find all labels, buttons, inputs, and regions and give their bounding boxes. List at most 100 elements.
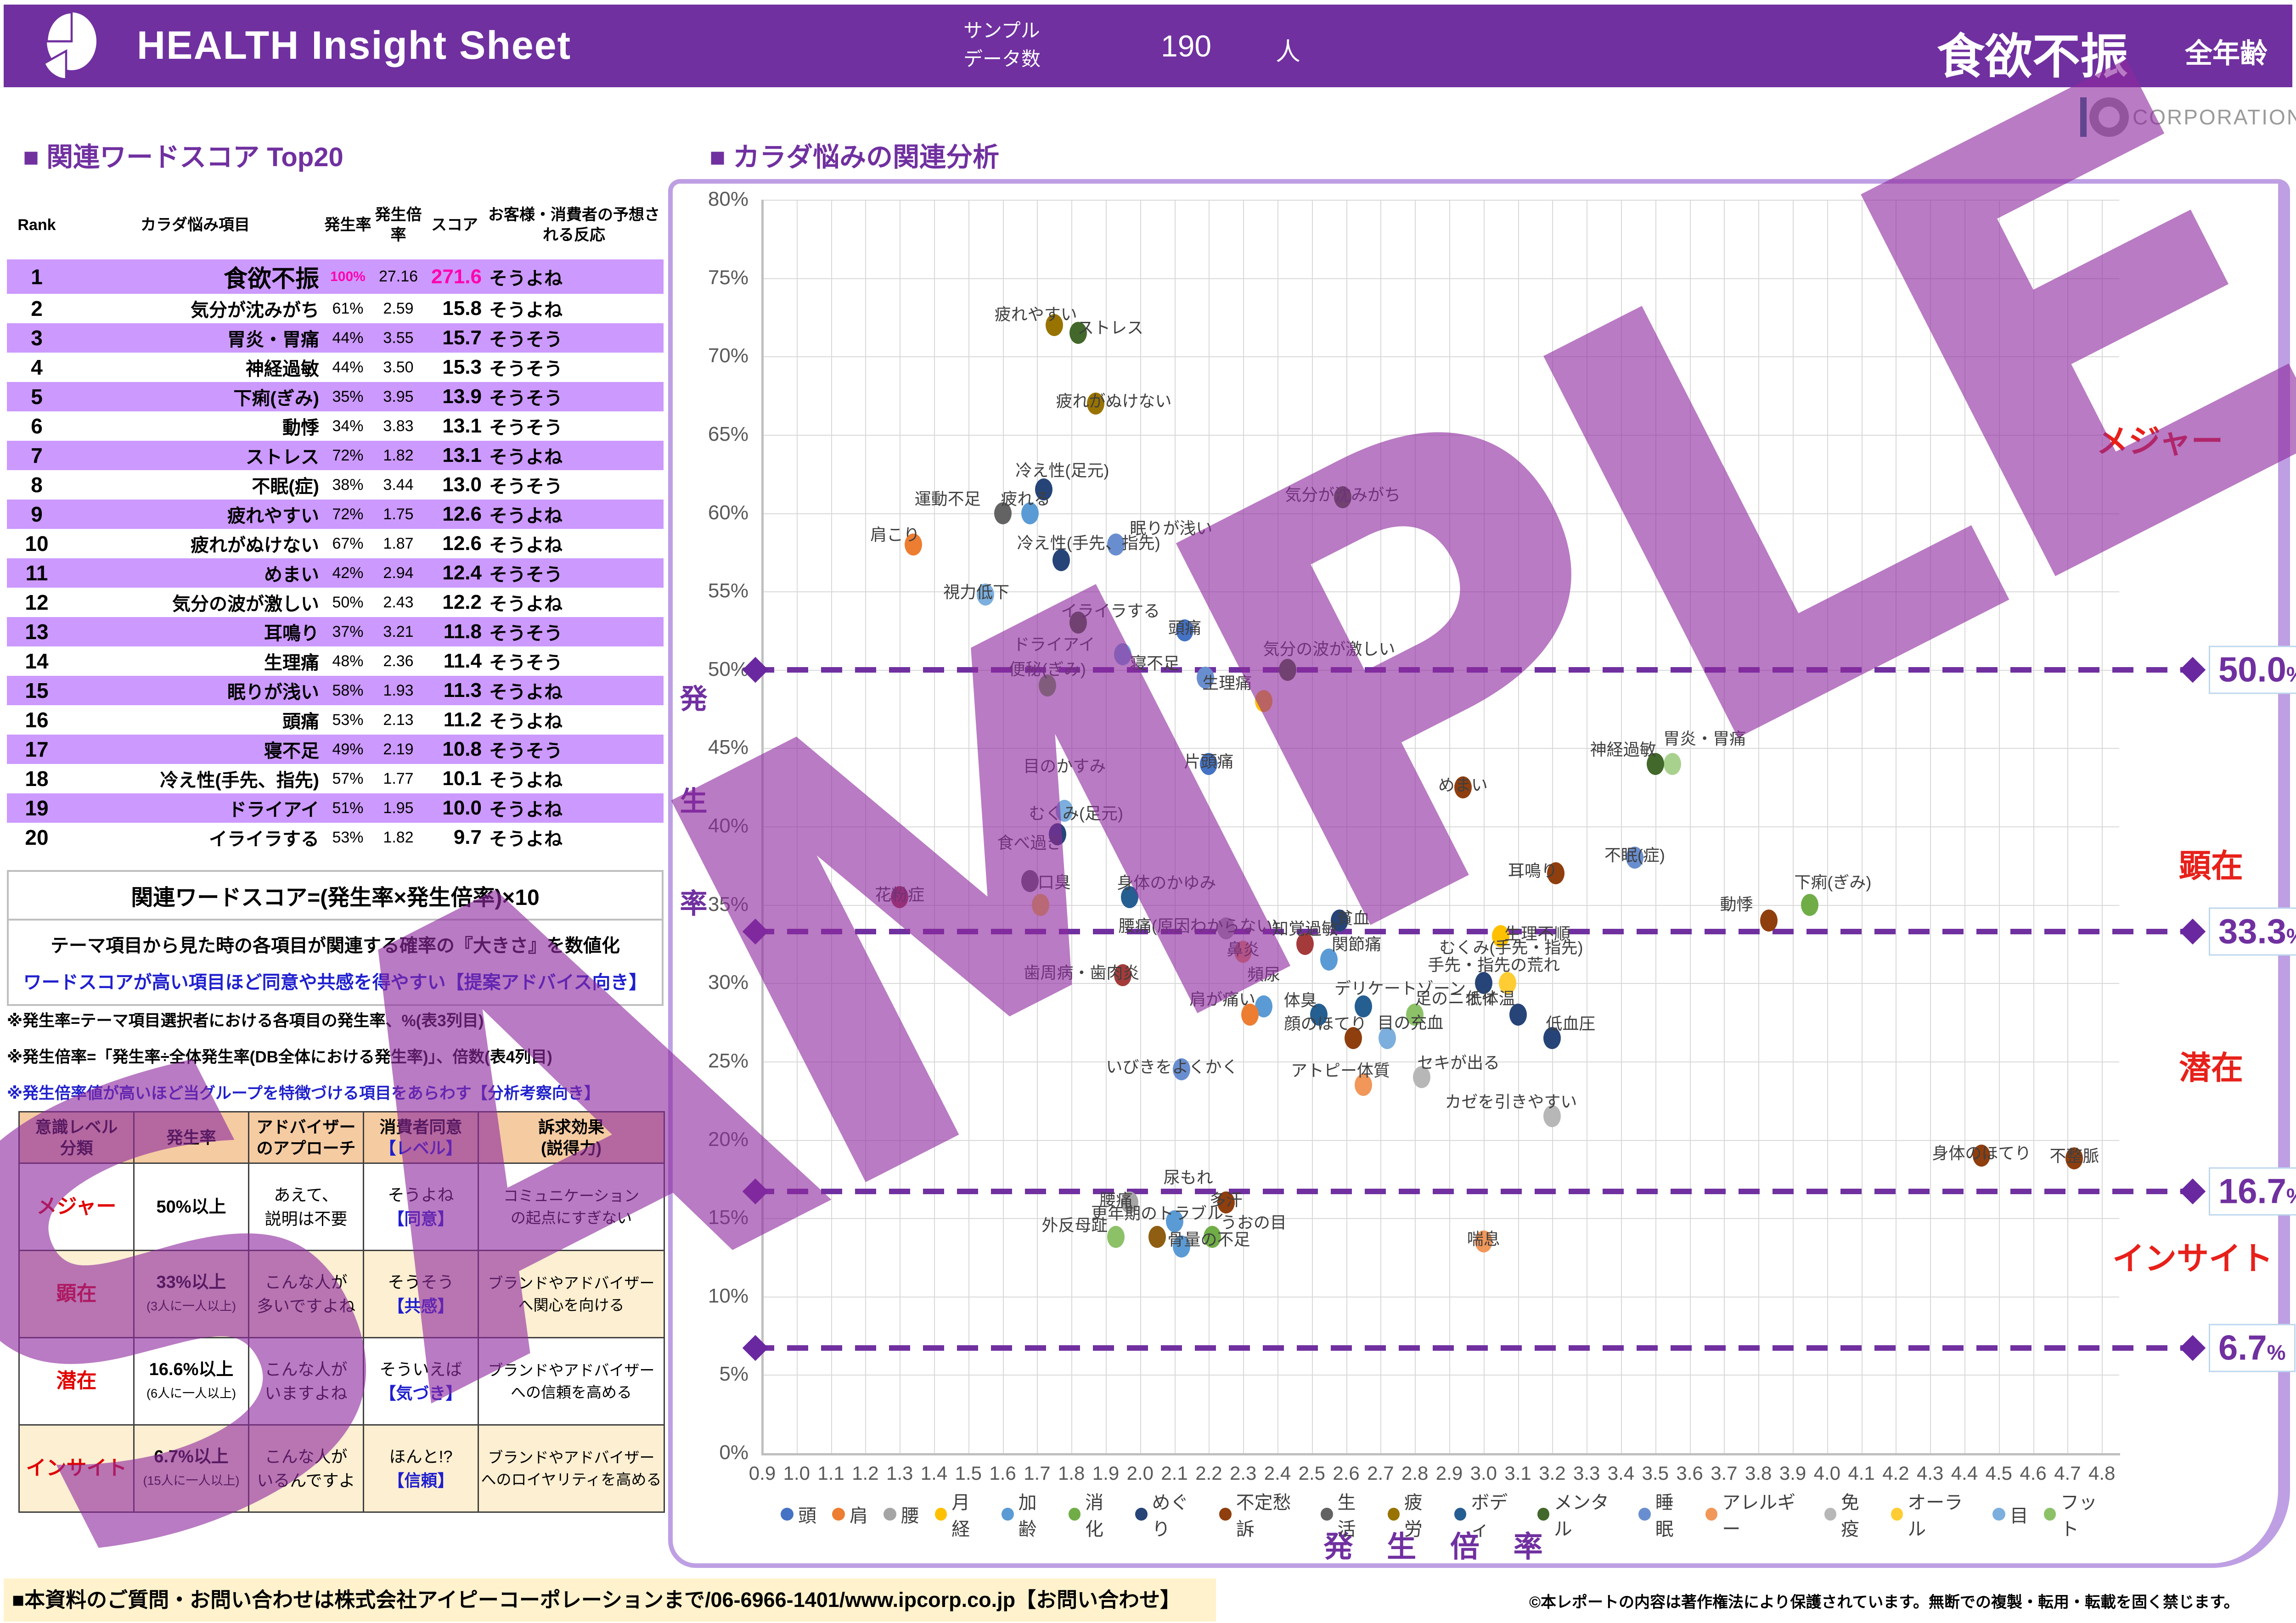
level-agree-line: ほんと!? (389, 1447, 453, 1466)
data-point (1279, 658, 1297, 681)
cell-rate: 53% (332, 828, 364, 846)
data-point-label: 身体のほてり (1932, 1143, 2032, 1162)
data-point-label: 肩こり (870, 525, 920, 544)
cell-ratio: 1.82 (383, 446, 414, 464)
cell-score: 10.8 (442, 738, 482, 760)
x-tick-label: 4.1 (1848, 1462, 1875, 1484)
level-agree-line: そうそう (388, 1272, 454, 1292)
col-header-rank: Rank (17, 216, 56, 234)
level-col-header: アドバイザー のアプローチ (248, 1111, 364, 1164)
x-tick-label: 1.0 (783, 1462, 810, 1484)
data-point-label: 多汗 (1209, 1191, 1243, 1209)
legend-dot-icon (1219, 1508, 1232, 1521)
x-tick-label: 0.9 (748, 1462, 776, 1484)
data-point-label: 片頭痛 (1184, 752, 1234, 771)
data-point (1646, 753, 1664, 775)
data-point-label: 神経過敏 (1590, 740, 1656, 759)
zone-label: 顕在 (2179, 848, 2243, 884)
table-row: 13 耳鳴り 37% 3.21 11.8 そうそう (7, 617, 664, 646)
x-tick-label: 4.6 (2020, 1462, 2047, 1484)
gridline-horizontal (762, 434, 2120, 436)
data-point (1626, 847, 1643, 869)
cell-rate: 38% (332, 476, 364, 494)
data-point (1413, 1066, 1431, 1088)
y-tick-label: 30% (708, 971, 748, 994)
legend-label: オーラル (1908, 1493, 1963, 1539)
legend-label: 疲労 (1404, 1493, 1423, 1539)
legend-label: 不定愁訴 (1236, 1493, 1291, 1539)
data-point (1330, 909, 1348, 932)
level-agree-line: 【共感】 (388, 1296, 454, 1315)
cell-score: 271.6 (431, 265, 482, 288)
data-point (1255, 690, 1273, 712)
data-point-label: 肩が痛い (1189, 989, 1256, 1009)
footnote-line: ※発生倍率値が高いほど当グループを特徴づける項目をあらわす【分析考察向き】 (7, 1084, 600, 1102)
y-tick-label: 70% (708, 344, 748, 367)
data-point (905, 533, 923, 556)
data-point (1543, 1105, 1561, 1128)
legend-item: アレルギー (1705, 1488, 1809, 1541)
table-row: 14 生理痛 48% 2.36 11.4 そうそう (7, 646, 664, 676)
level-name-cell: メジャー (18, 1162, 135, 1251)
cell-react: そうよね (489, 770, 563, 791)
reference-unit: % (2286, 1184, 2296, 1208)
cell-react: そうそう (489, 418, 563, 438)
data-point-label: 鼻炎 (1227, 940, 1260, 959)
y-tick-label: 45% (708, 736, 748, 759)
chart-legend: 頭 肩 腰 月経 加齢 消化 めぐり 不定愁訴 生活 疲労 ボディ メンタル 睡眠 アレルギー 免疫 オーラル… (781, 1488, 2112, 1541)
cell-react: そうそう (489, 359, 563, 379)
col-header-score: スコア (431, 216, 478, 234)
data-point (1474, 972, 1492, 994)
level-effect-line: ブランドやアドバイザー (488, 1274, 655, 1292)
cell-score: 12.2 (442, 591, 482, 613)
cell-react: そうよね (489, 447, 563, 467)
cell-react: そうよね (489, 535, 563, 556)
data-point (1543, 1027, 1561, 1049)
cell-rank: 14 (25, 649, 49, 673)
data-point (1234, 941, 1252, 963)
cell-item: めまい (264, 565, 319, 585)
data-point-label: 頭痛 (1168, 618, 1202, 638)
cell-item: 不眠(症) (252, 477, 319, 497)
cell-rate: 72% (332, 505, 364, 523)
cell-ratio: 27.16 (378, 268, 418, 285)
data-point (1801, 893, 1819, 916)
data-point-label: 尿もれ (1163, 1168, 1213, 1187)
level-agree-cell: そうよね 【同意】 (363, 1162, 479, 1251)
col-header-rate: 発生率 (324, 216, 371, 234)
cell-item: 疲れがぬけない (191, 535, 319, 556)
data-point-label: 目の充血 (1377, 1013, 1444, 1032)
cell-item: イライラする (209, 829, 319, 849)
legend-label: 消化 (1085, 1493, 1104, 1539)
level-agree-line: 【気づき】 (379, 1383, 462, 1403)
data-point-label: 外反母趾 (1041, 1216, 1108, 1235)
cell-item: 耳鳴り (264, 623, 319, 644)
level-header-line: (説得力) (541, 1138, 602, 1157)
table-row: 19 ドライアイ 51% 1.95 10.0 そうよね (7, 793, 664, 823)
x-tick-label: 4.0 (1813, 1462, 1840, 1484)
cell-react: そうよね (489, 829, 563, 849)
legend-item: 免疫 (1824, 1488, 1875, 1541)
reference-value: 50.0 (2218, 650, 2286, 690)
data-point-label: 目のかすみ (1023, 756, 1106, 775)
data-point (891, 886, 909, 908)
data-point-label: 眠りが浅い (1130, 518, 1213, 538)
x-tick-label: 2.8 (1401, 1462, 1429, 1484)
level-row: インサイト 6.7%以上 (15人に一人以上) こんな人が いるんですよ ほんと!? 【信頼… (18, 1424, 665, 1513)
legend-label: ボディ (1471, 1493, 1508, 1539)
data-point (1344, 1027, 1362, 1049)
data-point-label: 喘息 (1467, 1230, 1500, 1249)
data-point (1203, 1226, 1221, 1248)
data-point-label: 手先・指先の荒れ (1428, 955, 1560, 975)
x-tick-label: 4.8 (2088, 1462, 2116, 1484)
table-row: 4 神経過敏 44% 3.50 15.3 そうそう (7, 353, 664, 382)
cell-react: そうよね (489, 268, 563, 289)
legend-label: 目 (2009, 1506, 2028, 1526)
x-tick-label: 3.1 (1504, 1462, 1531, 1484)
data-point-label: 関節痛 (1332, 935, 1382, 954)
data-point (1107, 1226, 1125, 1248)
level-approach-line: あえて、 (274, 1185, 338, 1204)
reference-unit: % (2286, 924, 2296, 948)
legend-item: 目 (1992, 1501, 2028, 1528)
